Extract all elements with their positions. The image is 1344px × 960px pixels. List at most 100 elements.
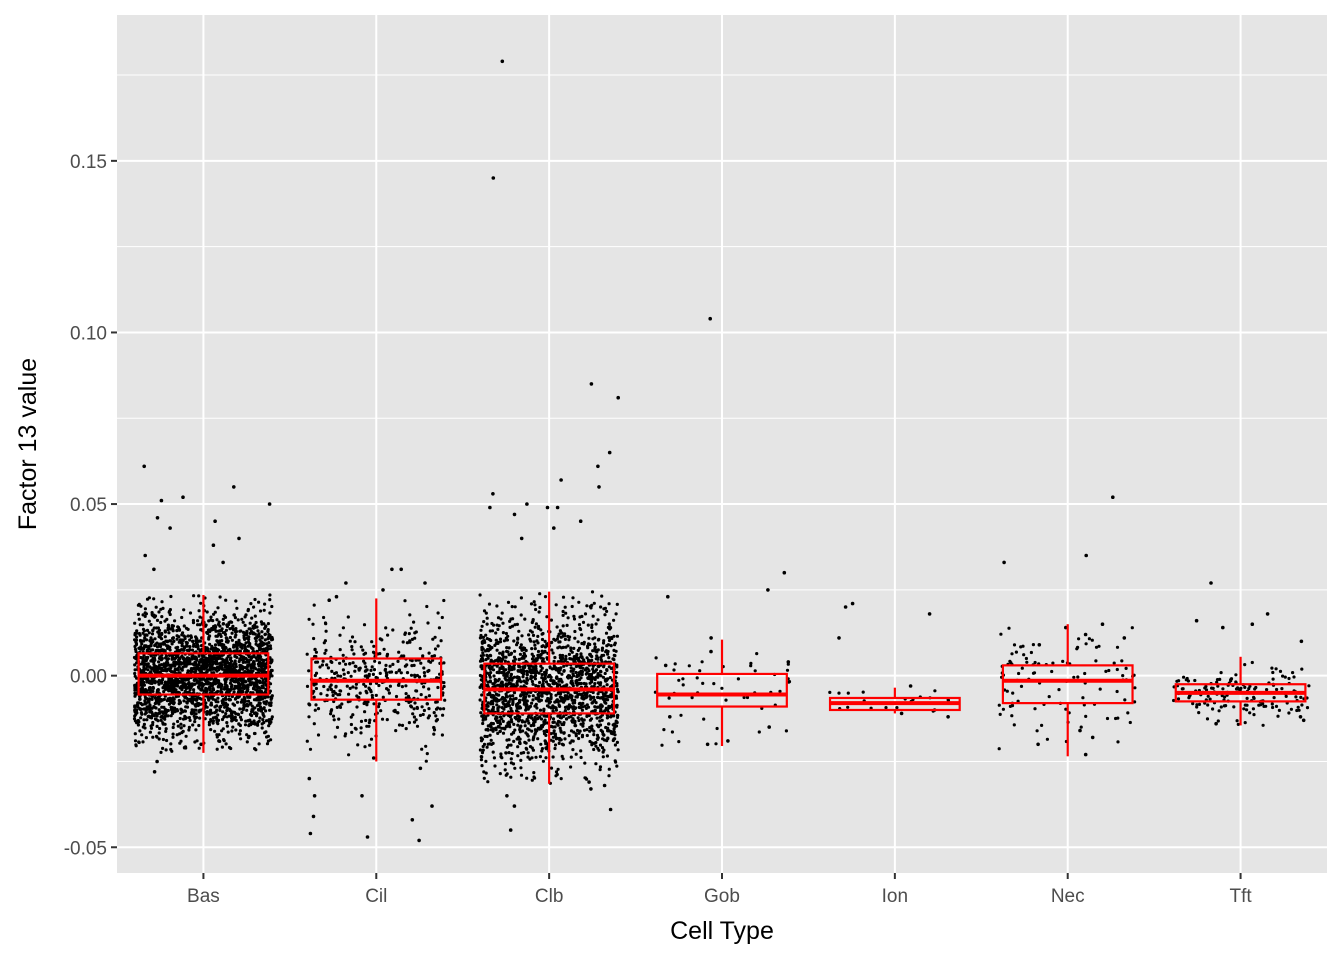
data-point bbox=[209, 718, 213, 722]
data-point bbox=[606, 652, 610, 656]
data-point-extreme bbox=[155, 759, 159, 764]
data-point bbox=[1217, 709, 1221, 713]
data-point bbox=[1012, 643, 1017, 647]
data-point bbox=[392, 709, 396, 713]
data-point bbox=[235, 606, 239, 610]
data-point bbox=[566, 675, 570, 679]
data-point bbox=[405, 663, 409, 667]
data-point bbox=[164, 710, 168, 714]
data-point bbox=[252, 664, 256, 669]
data-point bbox=[206, 647, 210, 651]
data-point bbox=[687, 664, 691, 668]
data-point bbox=[517, 629, 521, 633]
data-point bbox=[329, 712, 333, 716]
data-point bbox=[1107, 668, 1111, 673]
data-point bbox=[496, 640, 500, 644]
data-point bbox=[574, 664, 579, 669]
data-point bbox=[195, 681, 199, 685]
data-point bbox=[580, 671, 584, 675]
data-point bbox=[215, 708, 219, 712]
data-point bbox=[345, 684, 349, 688]
data-point bbox=[531, 633, 536, 638]
data-point bbox=[1281, 674, 1285, 678]
data-point bbox=[437, 626, 441, 630]
data-point bbox=[519, 773, 524, 777]
data-point bbox=[519, 680, 523, 684]
data-point bbox=[479, 711, 483, 715]
data-point bbox=[1087, 637, 1091, 641]
data-point bbox=[212, 646, 216, 650]
data-point bbox=[501, 719, 505, 724]
data-point bbox=[586, 642, 591, 646]
data-point bbox=[198, 716, 202, 720]
data-point bbox=[141, 725, 145, 729]
data-point bbox=[517, 706, 521, 710]
data-point bbox=[167, 677, 171, 681]
data-point bbox=[571, 596, 575, 600]
data-point bbox=[168, 639, 173, 643]
data-point bbox=[532, 600, 536, 604]
data-point bbox=[396, 659, 400, 664]
data-point bbox=[513, 728, 517, 732]
data-point bbox=[435, 676, 439, 680]
data-point bbox=[498, 722, 502, 726]
data-point bbox=[576, 716, 580, 720]
data-point bbox=[557, 640, 561, 644]
data-point bbox=[305, 652, 309, 656]
data-point bbox=[539, 727, 543, 731]
data-point bbox=[158, 656, 163, 660]
data-point bbox=[397, 723, 402, 727]
data-point bbox=[252, 706, 256, 710]
data-point bbox=[320, 663, 324, 667]
data-point bbox=[377, 702, 381, 706]
data-point bbox=[312, 722, 316, 726]
data-point bbox=[438, 707, 442, 711]
data-point bbox=[539, 698, 544, 702]
data-point bbox=[363, 669, 367, 673]
data-point bbox=[349, 722, 353, 727]
data-point bbox=[1291, 671, 1295, 675]
data-point bbox=[225, 724, 229, 728]
data-point bbox=[531, 723, 535, 727]
data-point bbox=[613, 641, 617, 645]
data-point bbox=[496, 693, 500, 697]
data-point bbox=[554, 774, 558, 778]
data-point bbox=[616, 713, 620, 717]
data-point bbox=[562, 721, 566, 725]
data-point bbox=[255, 704, 260, 708]
data-point bbox=[245, 702, 249, 707]
data-point bbox=[322, 641, 326, 645]
data-point bbox=[225, 669, 229, 674]
data-point bbox=[582, 658, 586, 662]
data-point bbox=[266, 636, 270, 641]
data-point bbox=[690, 696, 694, 700]
data-point bbox=[485, 622, 489, 626]
data-point bbox=[359, 719, 364, 724]
data-point bbox=[160, 637, 164, 641]
data-point bbox=[164, 748, 168, 752]
data-point bbox=[208, 712, 212, 716]
data-point bbox=[495, 648, 499, 652]
data-point bbox=[368, 682, 373, 686]
data-point bbox=[500, 726, 504, 730]
data-point bbox=[229, 685, 234, 689]
data-point bbox=[498, 651, 502, 655]
data-point bbox=[554, 708, 559, 712]
data-point bbox=[442, 707, 446, 711]
data-point bbox=[607, 622, 611, 626]
data-point bbox=[144, 736, 148, 740]
data-point bbox=[412, 720, 417, 724]
data-point bbox=[545, 615, 549, 619]
data-point bbox=[425, 752, 429, 756]
data-point bbox=[538, 755, 543, 759]
data-point bbox=[551, 704, 555, 708]
data-point bbox=[512, 722, 516, 727]
data-point bbox=[397, 669, 401, 673]
data-point bbox=[235, 686, 239, 690]
data-point bbox=[543, 645, 548, 649]
data-point bbox=[344, 732, 348, 736]
data-point bbox=[265, 735, 269, 739]
data-point-extreme bbox=[500, 59, 505, 64]
data-point bbox=[615, 705, 619, 709]
data-point bbox=[550, 667, 555, 671]
